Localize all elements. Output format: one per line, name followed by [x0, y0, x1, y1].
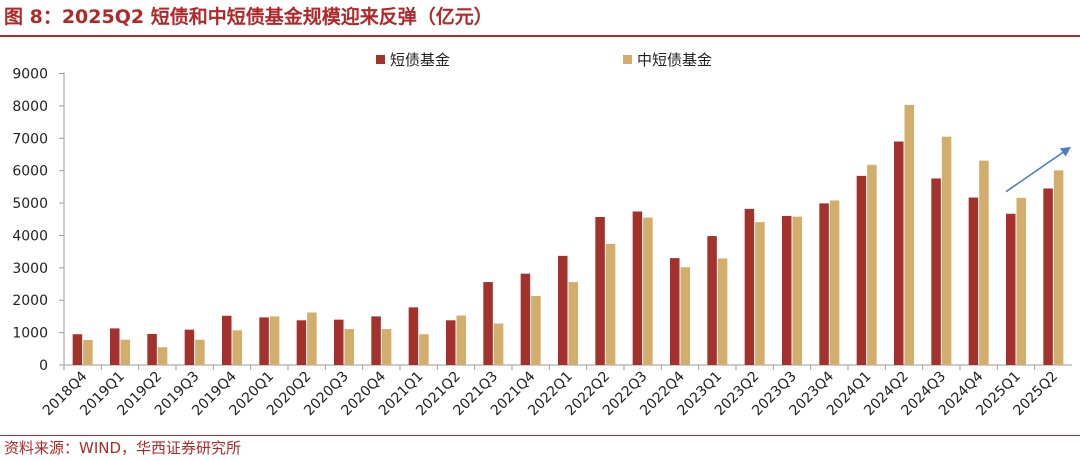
trend-arrow	[1005, 146, 1071, 193]
chart-annotations	[1005, 146, 1071, 193]
bar-short-2021Q1	[408, 307, 419, 365]
bar-short-2022Q1	[558, 255, 568, 365]
bar-short-2024Q3	[931, 178, 941, 365]
bar-short-2022Q4	[670, 258, 680, 365]
y-tick-label: 0	[39, 358, 48, 374]
bar-medium-short-2021Q1	[419, 334, 429, 365]
bar-short-2020Q4	[371, 316, 381, 365]
bar-medium-short-2023Q2	[755, 222, 765, 365]
x-tick-labels: 2018Q42019Q12019Q22019Q32019Q42020Q12020…	[40, 368, 1061, 419]
bar-medium-short-2022Q3	[643, 217, 653, 365]
bar-short-2023Q1	[707, 236, 717, 365]
bar-short-2018Q4	[72, 334, 83, 365]
bar-short-2021Q3	[483, 282, 493, 365]
y-tick-label: 3000	[12, 261, 48, 277]
bar-short-2024Q1	[856, 175, 867, 365]
y-tick-label: 8000	[12, 99, 48, 115]
legend-swatch-medium-short	[623, 55, 632, 64]
bar-medium-short-2019Q2	[157, 347, 168, 365]
bar-medium-short-2023Q3	[792, 216, 802, 365]
page-title: 图 8：2025Q2 短债和中短债基金规模迎来反弹（亿元）	[4, 6, 493, 28]
bar-short-2023Q2	[744, 208, 755, 365]
bar-short-2024Q2	[894, 141, 904, 365]
bar-short-2022Q2	[595, 216, 605, 365]
bar-short-2019Q1	[110, 328, 120, 365]
bar-medium-short-2025Q2	[1053, 170, 1064, 365]
y-tick-label: 6000	[12, 164, 48, 180]
y-tick-label: 7000	[12, 131, 48, 147]
bar-short-2025Q1	[1006, 213, 1016, 365]
legend-label-medium-short: 中短债基金	[637, 51, 712, 69]
y-tick-label: 9000	[12, 67, 48, 83]
bar-medium-short-2019Q3	[195, 339, 205, 365]
legend-swatch-short	[376, 55, 385, 64]
bar-short-2025Q2	[1043, 188, 1053, 365]
bar-short-2020Q2	[296, 320, 307, 365]
bar-medium-short-2021Q3	[493, 323, 504, 365]
bar-short-2021Q2	[446, 320, 456, 365]
bar-medium-short-2024Q2	[904, 104, 914, 365]
bar-medium-short-2024Q1	[867, 164, 877, 365]
bar-medium-short-2019Q1	[120, 339, 130, 365]
chart-bars	[72, 104, 1064, 365]
bar-short-2021Q4	[520, 273, 531, 365]
bar-chart: 0 1000 2000 3000 4000 5000 6000 7000 8000 9000 20…	[12, 51, 1072, 419]
bar-medium-short-2023Q1	[717, 258, 728, 365]
chart-legend: 短债基金 中短债基金	[376, 51, 712, 69]
title-divider	[0, 35, 1080, 37]
y-tick-label: 5000	[12, 196, 48, 212]
bar-medium-short-2022Q4	[680, 267, 690, 365]
legend-label-short: 短债基金	[390, 51, 450, 69]
y-tick-label: 2000	[12, 293, 48, 309]
bar-short-2023Q3	[782, 216, 792, 365]
bar-medium-short-2020Q2	[307, 312, 317, 365]
bar-short-2022Q3	[632, 211, 643, 365]
y-tick-label: 1000	[12, 326, 48, 342]
bar-medium-short-2018Q4	[83, 340, 93, 365]
bar-short-2020Q3	[334, 319, 344, 365]
bar-medium-short-2022Q2	[605, 243, 616, 365]
bar-short-2024Q4	[968, 197, 979, 365]
source-note: 资料来源：WIND，华西证券研究所	[4, 439, 242, 457]
footer-divider	[0, 435, 1080, 436]
bar-short-2020Q1	[259, 317, 269, 365]
bar-medium-short-2021Q2	[456, 315, 466, 365]
chart-axes: 0 1000 2000 3000 4000 5000 6000 7000 8000 9000	[12, 67, 1072, 374]
bar-medium-short-2024Q3	[941, 136, 952, 365]
bar-medium-short-2020Q1	[269, 316, 280, 365]
bar-short-2019Q3	[184, 329, 195, 365]
bar-medium-short-2021Q4	[531, 296, 541, 365]
bar-medium-short-2019Q4	[232, 330, 242, 365]
bar-medium-short-2024Q4	[979, 160, 989, 365]
bar-short-2019Q4	[222, 315, 232, 365]
bar-medium-short-2022Q1	[568, 282, 578, 365]
bar-medium-short-2020Q4	[381, 329, 392, 365]
y-tick-label: 4000	[12, 228, 48, 244]
bar-short-2019Q2	[147, 333, 157, 365]
bar-short-2023Q4	[819, 203, 829, 365]
bar-medium-short-2023Q4	[829, 200, 840, 365]
bar-medium-short-2020Q3	[344, 329, 354, 365]
bar-medium-short-2025Q1	[1016, 197, 1026, 365]
